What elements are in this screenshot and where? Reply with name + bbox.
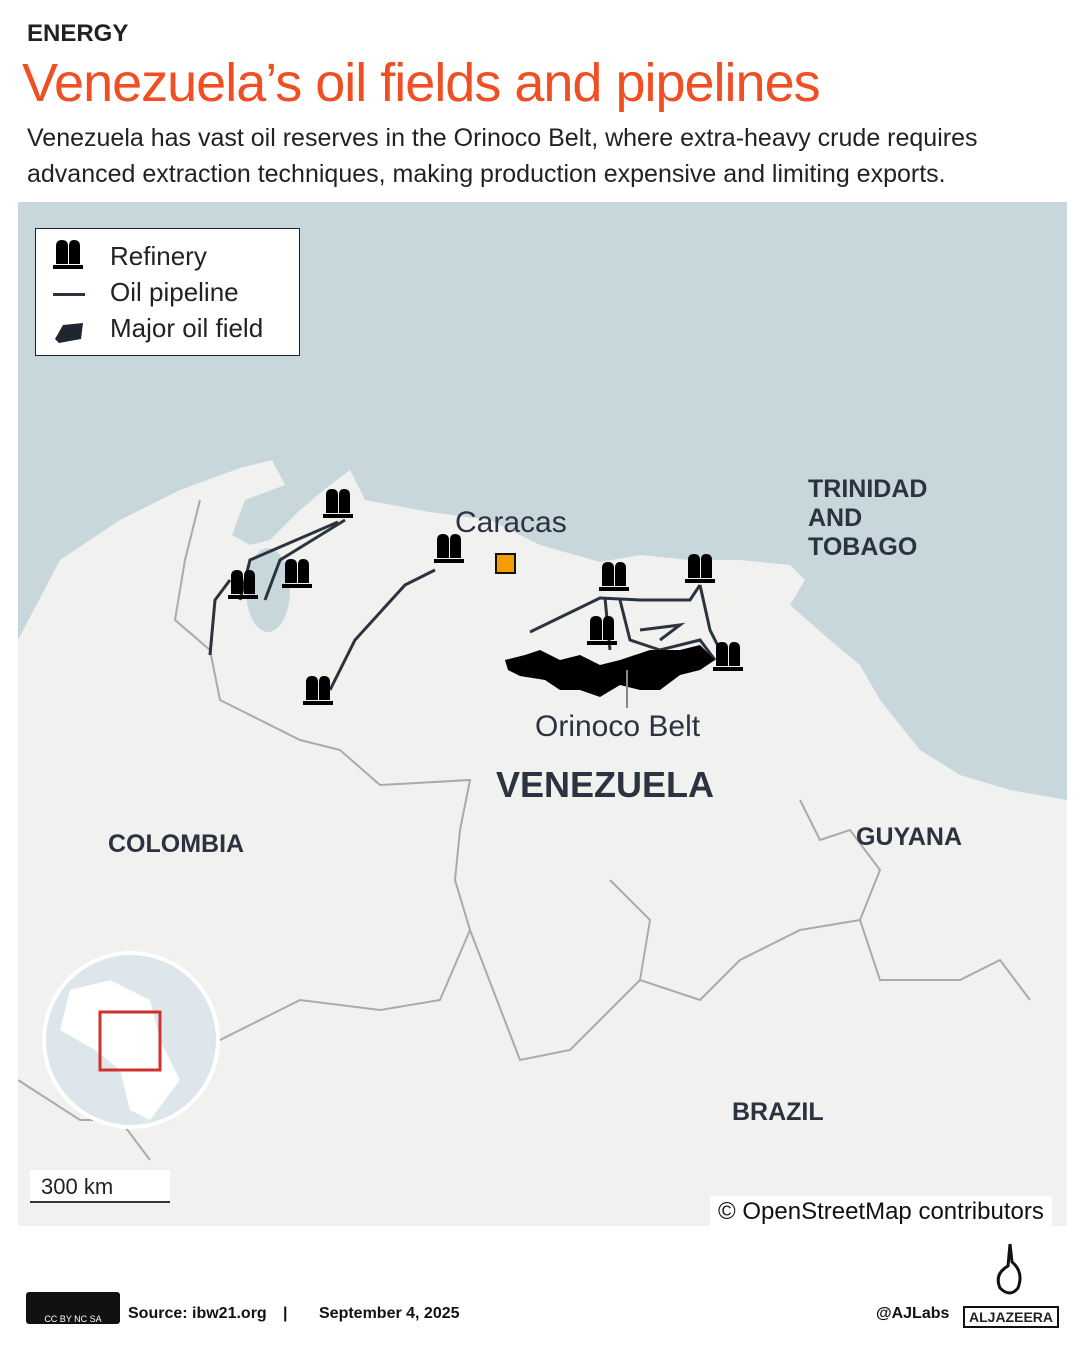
label-caracas: Caracas — [455, 506, 567, 539]
label-trinidad-line: TRINIDAD — [808, 475, 928, 503]
globe-inset — [42, 951, 220, 1129]
label-brazil: BRAZIL — [732, 1098, 824, 1126]
pipelines — [208, 518, 722, 691]
land — [18, 460, 1067, 1226]
date: September 4, 2025 — [319, 1305, 460, 1322]
pipeline — [639, 622, 686, 642]
pipeline — [529, 584, 702, 634]
legend-oil-field: Major oil field — [110, 313, 264, 343]
pipeline — [208, 579, 232, 656]
label-trinidad: TRINIDAD AND TOBAGO — [808, 475, 927, 562]
aljazeera-wordmark: ALJAZEERA — [963, 1306, 1060, 1328]
aljazeera-logo-icon — [996, 1243, 1022, 1295]
oil-field-icon — [55, 323, 83, 343]
scale-line — [30, 1201, 170, 1203]
label-venezuela: VENEZUELA — [496, 764, 715, 805]
kicker: ENERGY — [27, 20, 129, 47]
legend-refinery: Refinery — [110, 241, 207, 271]
cc-license-icon: CC BY NC SA — [26, 1292, 120, 1324]
pipeline — [698, 584, 722, 651]
scale-bar: 300 km — [30, 1170, 170, 1203]
caracas-capital-marker — [495, 553, 516, 574]
label-guyana: GUYANA — [856, 823, 963, 851]
map-attribution: © OpenStreetMap contributors — [710, 1196, 1052, 1228]
pipeline — [328, 568, 436, 691]
source: Source: ibw21.org — [128, 1305, 267, 1322]
map-canvas — [18, 202, 1067, 1226]
pipeline — [263, 518, 346, 601]
label-colombia: COLOMBIA — [108, 830, 245, 858]
page-title: Venezuela’s oil fields and pipelines — [22, 53, 821, 113]
label-trinidad-line: TOBAGO — [808, 533, 918, 561]
pipeline-line-icon — [53, 293, 85, 296]
pipeline — [238, 520, 339, 601]
label-orinoco-belt: Orinoco Belt — [535, 710, 701, 743]
subtitle: Venezuela has vast oil reserves in the O… — [27, 124, 978, 188]
legend-pipeline: Oil pipeline — [110, 277, 239, 307]
refinery-icon — [53, 240, 83, 269]
globe-locator-box — [98, 1010, 162, 1072]
scale-label: 300 km — [41, 1174, 114, 1199]
handle: @AJLabs — [876, 1305, 950, 1322]
oil-field-orinoco — [505, 645, 715, 697]
label-trinidad-line: AND — [808, 504, 863, 532]
map: Refinery Oil pipeline Major oil field Ca… — [18, 202, 1067, 1226]
legend: Refinery Oil pipeline Major oil field — [35, 228, 300, 356]
separator: | — [283, 1305, 288, 1322]
